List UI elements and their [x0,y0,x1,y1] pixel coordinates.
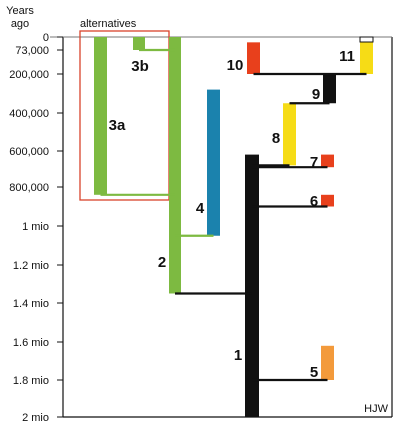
branch-bar-3b [133,37,145,50]
branch-label-11: 11 [339,48,355,65]
branch-label-3a: 3a [109,117,126,134]
branch-label-1: 1 [234,347,242,364]
branches [94,36,374,417]
tick-label: 1.2 mio [13,260,49,272]
tick-label: 0 [43,32,49,44]
branch-bar-11 [360,37,373,74]
axis-title-line-1: Years [6,5,34,17]
branch-11-cap [359,36,374,43]
branch-label-9: 9 [312,86,320,103]
tick-label: 73,000 [15,45,49,57]
tick-label: 200,000 [9,69,49,81]
branch-label-7: 7 [310,154,318,171]
tick-label: 400,000 [9,108,49,120]
credit-label: HJW [364,403,388,415]
branch-bar-7 [321,154,334,168]
branch-bar-3a [94,37,107,195]
branch-label-3b: 3b [131,58,149,75]
tick-label: 1.4 mio [13,298,49,310]
tick-label: 1 mio [22,221,49,233]
alternatives-box [79,30,170,201]
branch-label-5: 5 [310,364,318,381]
tick-label: 600,000 [9,146,49,158]
tick-label: 800,000 [9,182,49,194]
split-connectors [100,48,367,382]
alternatives-label: alternatives [80,18,137,30]
branch-label-4: 4 [196,200,205,217]
tick-label: 2 mio [22,412,49,424]
branch-label-10: 10 [227,57,244,74]
branch-label-8: 8 [272,130,280,147]
tick-label: 1.8 mio [13,375,49,387]
branch-bar-5 [321,345,334,380]
branch-labels: 1 2 3a 3b 4 5 6 7 8 9 10 11 [109,48,355,381]
branch-label-2: 2 [158,254,166,271]
branch-bar-4 [207,89,220,236]
branch-bar-10 [247,42,260,74]
branch-bar-1 [245,154,259,417]
y-axis-ticks: 073,000 200,000 400,000 600,000 800,000 1 mio… [9,32,63,424]
branch-bar-9 [323,74,336,104]
branch-bar-2 [169,37,181,294]
branch-bar-8 [283,103,296,166]
axis-title-line-2: ago [11,18,29,30]
branch-label-6: 6 [310,193,318,210]
tick-label: 1.6 mio [13,337,49,349]
branch-bar-6 [321,194,334,207]
